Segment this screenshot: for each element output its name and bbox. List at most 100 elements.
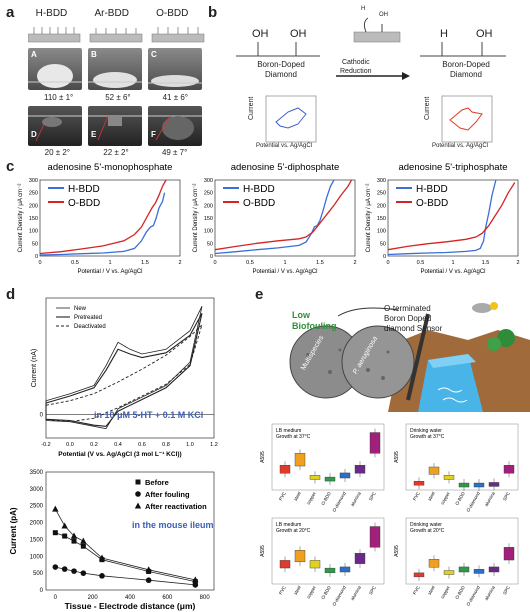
boxplot-box	[503, 465, 515, 474]
y-tick-label: 100	[204, 229, 213, 235]
x-tick-label: 0	[38, 260, 41, 266]
boxplot-category-label: steel	[427, 491, 436, 502]
dist-point	[61, 566, 68, 572]
plot-frame-2	[387, 179, 519, 257]
dist-x-tick: 400	[125, 595, 136, 601]
y-tick-label: 0	[35, 254, 38, 260]
photo-letter-f: F	[151, 130, 156, 139]
panel-a: H-BDD Ar-BDD O-BDD	[22, 8, 202, 19]
dist-x-tick: 200	[88, 595, 99, 601]
boxplot-category-label: SPC	[502, 490, 511, 501]
x-tick-label: 0.5	[417, 260, 425, 266]
x-tick-label: 1	[283, 260, 286, 266]
panel-d-label: d	[6, 286, 16, 303]
cv-frame	[45, 297, 215, 439]
photo-letter-d: D	[31, 130, 37, 139]
boxplot-box	[324, 567, 336, 573]
plot-frame-1	[214, 179, 356, 257]
dist-y-tick: 500	[33, 571, 44, 577]
boxplot-title-line-1: LB medium	[276, 428, 301, 434]
boxplot-box	[428, 466, 440, 475]
y-tick-label: 250	[377, 191, 386, 197]
cv-x-tick: 0.2	[90, 442, 98, 448]
series-line-h-bdd	[387, 179, 497, 256]
chart-title-0: adenosine 5'-monophosphate	[48, 162, 173, 173]
boxplot-ylabel: A595	[394, 545, 400, 557]
dist-point	[145, 566, 152, 573]
y-tick-label: 0	[210, 254, 213, 260]
series-line-o-bdd	[387, 182, 516, 251]
x-tick-label: 2	[178, 260, 181, 266]
boxplot-category-label: alumina	[350, 491, 362, 508]
x-tick-label: 1.5	[482, 260, 490, 266]
boxplot-category-label: O-diamond	[465, 585, 481, 607]
dist-x-axis-label: Tissue - Electrode distance (μm)	[65, 601, 196, 611]
right-h: H	[440, 28, 448, 40]
legend-label: H-BDD	[243, 184, 275, 195]
dist-y-tick: 2000	[30, 521, 44, 527]
y-tick-label: 50	[207, 241, 213, 247]
dist-y-tick: 3500	[30, 470, 44, 476]
left-substrate-line-2: Diamond	[264, 70, 297, 79]
right-oh: OH	[476, 28, 493, 40]
boxplot-category-label: alumina	[484, 585, 496, 602]
dist-legend-marker	[135, 491, 141, 497]
dist-y-tick: 0	[40, 588, 44, 594]
series-line-h-bdd	[39, 192, 166, 256]
boxplot-box	[443, 570, 455, 575]
boxplot-title-line-2: Growth at 20°C	[410, 528, 445, 534]
boxplot-title-line-2: Growth at 37°C	[410, 434, 445, 440]
series-line-h-bdd	[214, 179, 335, 255]
boxplot-title-line-1: Drinking water	[410, 428, 442, 434]
boxplot-category-label: PVC	[412, 584, 421, 595]
boxplot-category-label: steel	[293, 585, 302, 596]
legend-label: H-BDD	[416, 184, 448, 195]
panel-c-label: c	[6, 158, 15, 175]
cv-y-tick: 0	[40, 413, 44, 419]
boxplot-box	[339, 566, 351, 573]
dist-point	[192, 582, 199, 588]
dist-legend-label: Before	[145, 478, 169, 487]
dist-legend-label: After fouling	[145, 490, 190, 499]
boxplot-box	[488, 566, 500, 573]
dist-y-tick: 1000	[30, 554, 44, 560]
boxplot-category-label: copper	[440, 491, 451, 506]
boxplot-box	[413, 481, 425, 486]
cv-y-axis-label: Current (nA)	[31, 349, 38, 388]
dist-annotation: in the mouse ileum	[132, 520, 214, 530]
chart-title-2: adenosine 5'-triphosphate	[398, 162, 507, 173]
cv-x-tick: -0.2	[41, 442, 50, 448]
y-tick-label: 250	[29, 191, 38, 197]
boxplot-box	[309, 475, 321, 480]
boxplot-title-line-1: LB medium	[276, 522, 301, 528]
x-tick-label: 2	[353, 260, 356, 266]
boxplot-box	[443, 475, 455, 480]
dist-point	[52, 505, 59, 512]
photo-a-droplet: A	[28, 48, 82, 90]
y-tick-label: 200	[204, 203, 213, 209]
photo-letter-b: B	[91, 50, 97, 59]
icon-text-oh: OH	[379, 12, 388, 18]
boxplot-category-label: O-BDD	[320, 490, 332, 506]
boxplot-box	[294, 453, 306, 467]
dist-legend-marker	[134, 502, 142, 509]
dist-point	[192, 576, 199, 583]
contact-angle-f: 49 ± 7°	[161, 148, 188, 157]
boxplot-box	[428, 559, 440, 568]
cv-x-tick: 1.0	[186, 442, 194, 448]
boxplot-box	[309, 560, 321, 569]
boxplot-title-line-1: Drinking water	[410, 522, 442, 528]
callout-right-line-3: diamond Sensor	[384, 324, 443, 333]
y-tick-label: 0	[383, 254, 386, 260]
dist-x-tick: 800	[200, 595, 211, 601]
x-tick-label: 1.5	[316, 260, 324, 266]
dist-point	[80, 543, 86, 549]
dist-y-tick: 1500	[30, 537, 44, 543]
boxplot-box	[473, 569, 485, 574]
surface-schematics	[28, 27, 205, 43]
boxplot-box	[324, 476, 336, 482]
inset-xlabel-right: Potential vs. Ag/AgCl	[432, 143, 489, 149]
boxplot-box	[503, 547, 515, 561]
boxplot-category-label: steel	[427, 585, 436, 596]
header-ar-bdd: Ar-BDD	[94, 8, 129, 19]
